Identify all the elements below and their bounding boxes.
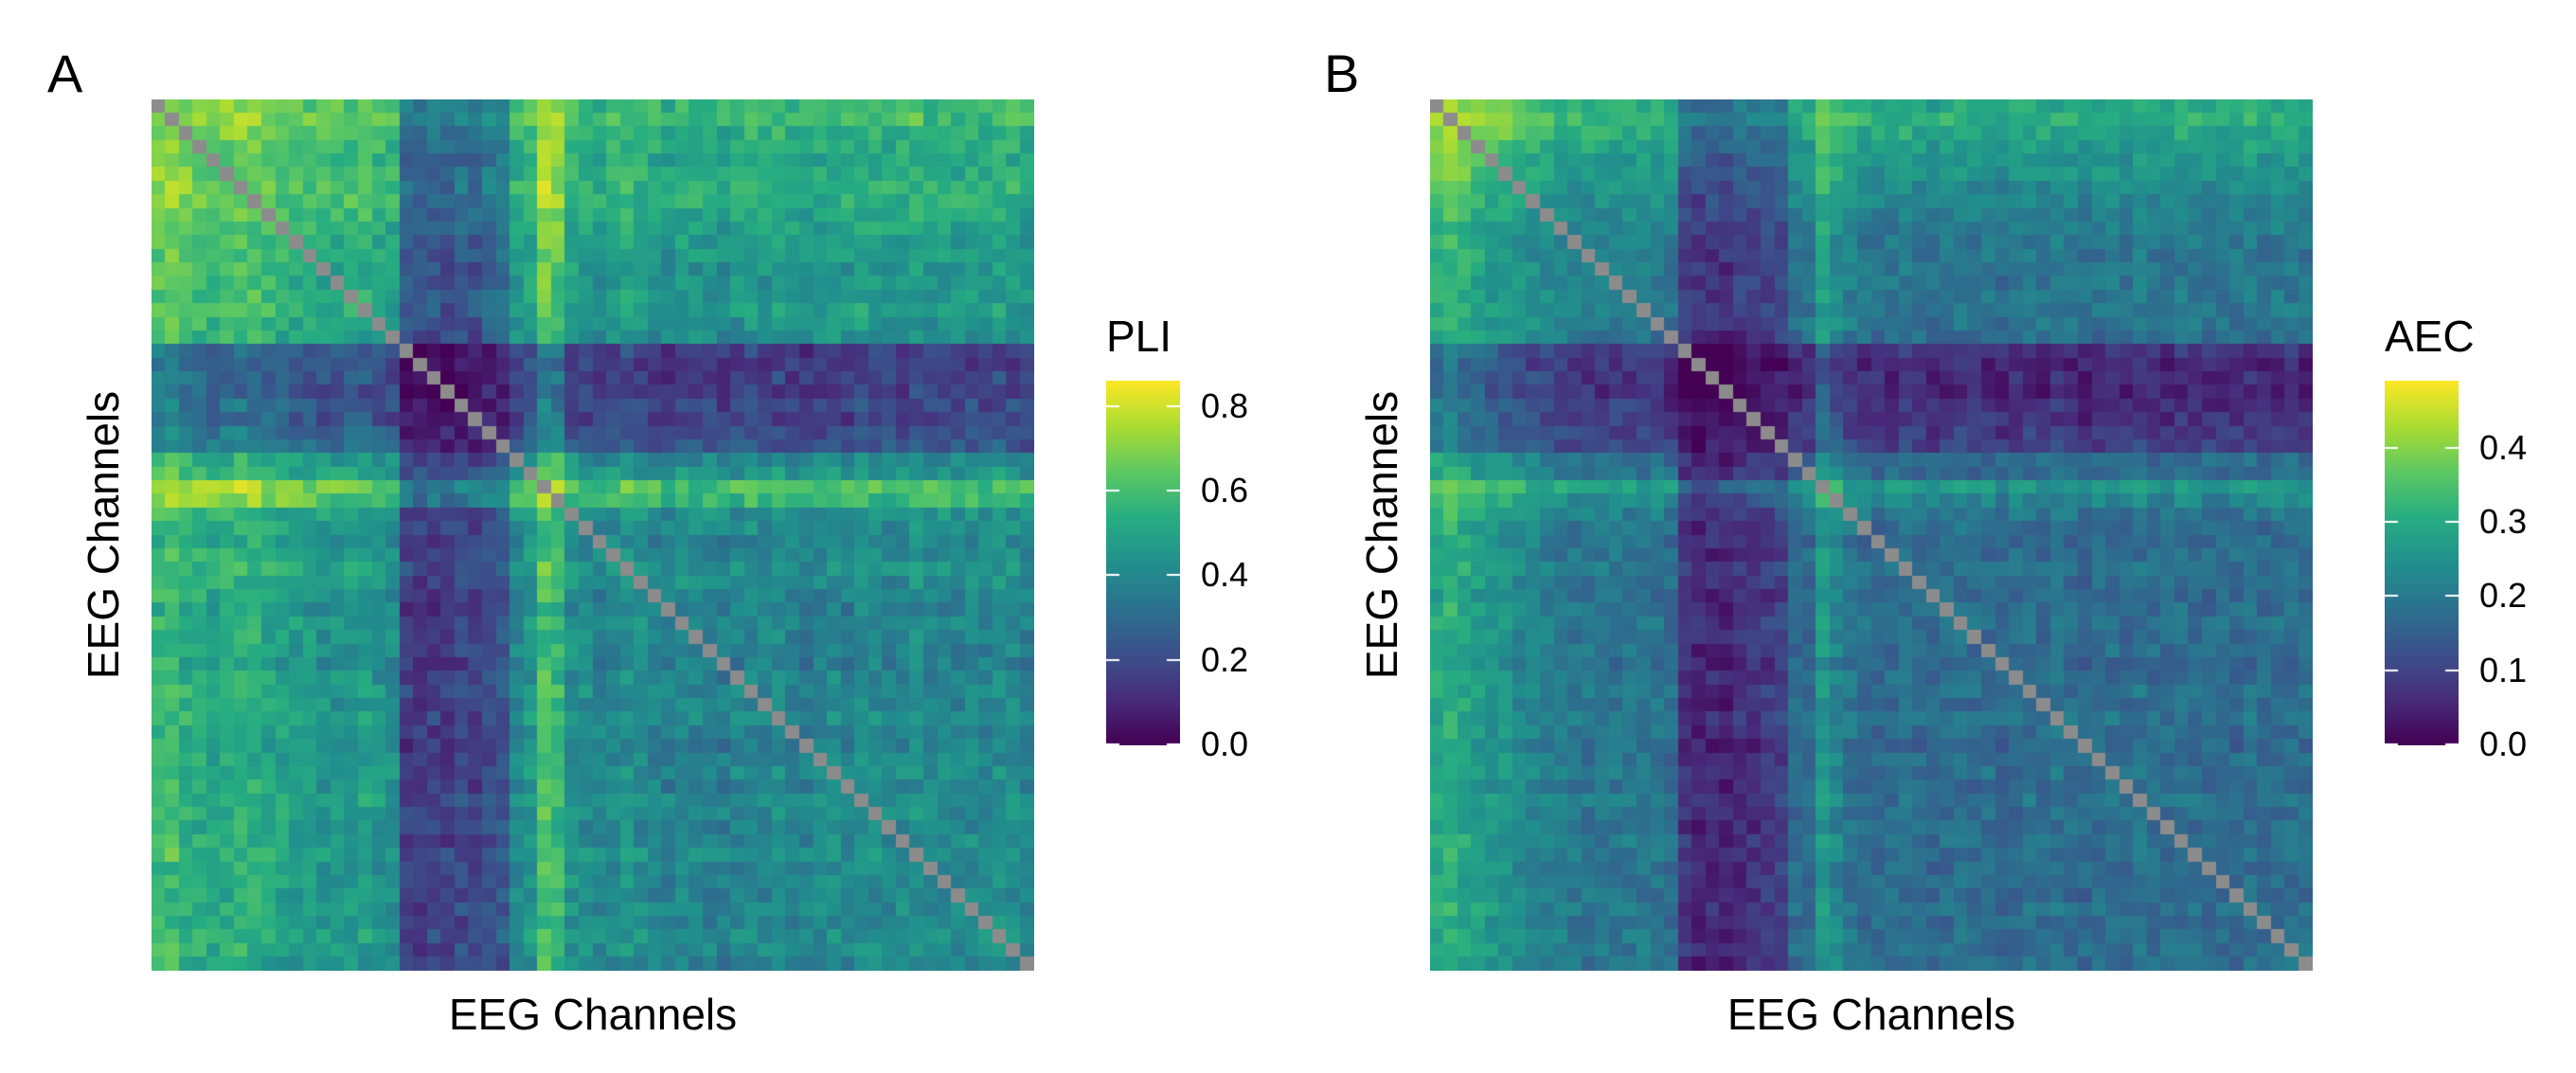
legend-title-aec: AEC	[2385, 312, 2475, 361]
legend-title-pli: PLI	[1106, 312, 1172, 361]
panel-label-a: A	[47, 44, 83, 103]
colorbar-tick-label: 0.2	[1201, 639, 1249, 679]
legend-aec: AEC 0.0 0.1 0.2 0.3 0.4	[2385, 314, 2565, 769]
y-axis-title-b: EEG Channels	[1357, 390, 1406, 680]
legend-pli: PLI 0.0 0.2 0.4 0.6 0.8	[1106, 314, 1286, 769]
y-axis-title-a: EEG Channels	[79, 390, 128, 680]
aec-heatmap	[1430, 99, 2313, 971]
pli-heatmap	[152, 99, 1034, 971]
colorbar-tick-label: 0.0	[2479, 724, 2528, 763]
x-axis-title-a: EEG Channels	[448, 990, 738, 1039]
panel-label-b: B	[1324, 44, 1360, 103]
colorbar-tick-label: 0.1	[2479, 650, 2528, 689]
colorbar-tick-label: 0.4	[2479, 427, 2528, 467]
x-axis-title-b: EEG Channels	[1726, 990, 2016, 1039]
colorbar-tick-label: 0.6	[1201, 471, 1249, 510]
colorbar-aec	[2385, 381, 2459, 745]
colorbar-pli	[1106, 381, 1180, 745]
colorbar-tick-label: 0.0	[1201, 724, 1249, 763]
colorbar-tick-label: 0.8	[1201, 385, 1249, 425]
colorbar-tick-label: 0.4	[1201, 555, 1249, 595]
colorbar-tick-label: 0.2	[2479, 576, 2528, 616]
colorbar-tick-label: 0.3	[2479, 501, 2528, 541]
